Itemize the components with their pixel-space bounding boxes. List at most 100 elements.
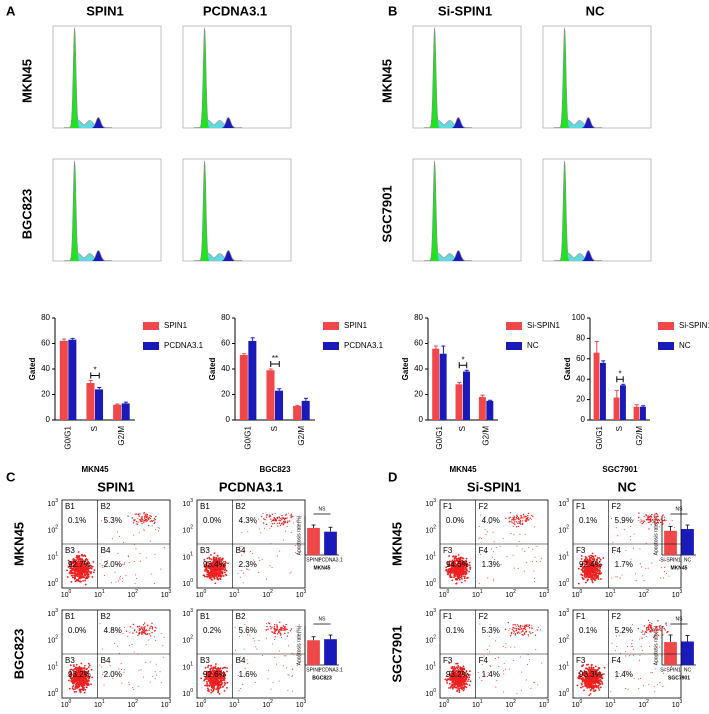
legend-label: Si-SPIN1	[679, 321, 709, 330]
dot	[211, 690, 214, 693]
dot	[641, 566, 643, 568]
x-tick-label: G0/G1	[595, 425, 604, 449]
dot	[450, 685, 453, 687]
dot	[266, 578, 268, 580]
dot	[140, 669, 142, 671]
dot	[660, 567, 662, 569]
dot	[581, 577, 584, 580]
dot	[509, 512, 512, 514]
dot	[599, 573, 601, 576]
dot	[508, 630, 510, 632]
dot	[663, 519, 666, 522]
tick-base: 10	[182, 581, 190, 588]
quadrant-name: F2	[479, 612, 489, 621]
dot	[514, 523, 516, 526]
dot	[527, 654, 529, 656]
x-tick-label: PCDNA3.1	[318, 557, 343, 563]
dot	[84, 569, 87, 572]
dot	[85, 682, 88, 685]
dot	[518, 522, 521, 524]
dot	[145, 518, 147, 521]
dot	[287, 689, 289, 691]
dot	[274, 639, 276, 641]
dot	[241, 531, 243, 533]
dot	[256, 648, 258, 650]
dot	[503, 673, 505, 675]
dot	[639, 548, 641, 550]
dot	[274, 653, 276, 655]
dot	[149, 633, 151, 635]
dot	[290, 516, 292, 518]
dot	[268, 622, 271, 625]
dot	[490, 548, 492, 550]
dot	[75, 682, 78, 685]
dot	[83, 691, 86, 694]
bar	[113, 404, 122, 420]
dot	[596, 570, 599, 573]
dot	[81, 683, 84, 686]
dot	[216, 578, 219, 580]
dot	[264, 527, 266, 529]
x-tick-label: G0/G1	[243, 425, 252, 449]
tick-exponent: 2	[55, 635, 58, 641]
dot	[224, 567, 227, 569]
dot	[651, 672, 653, 674]
cyan-fill	[565, 120, 587, 128]
dot	[143, 632, 145, 634]
dot	[138, 633, 140, 635]
dot	[524, 628, 527, 631]
dot	[513, 631, 515, 633]
dot	[502, 538, 504, 540]
dot	[206, 680, 208, 683]
dot	[635, 580, 637, 582]
dot	[210, 570, 213, 573]
dot	[223, 684, 226, 686]
row-label: MKN45	[19, 59, 34, 103]
dot	[160, 682, 162, 684]
dot	[115, 581, 117, 583]
tick-exponent: 3	[169, 589, 172, 595]
tick-base: 10	[572, 592, 580, 599]
axis-tick-label: 100	[439, 699, 450, 709]
dot	[138, 625, 141, 628]
dot	[645, 543, 647, 545]
dot	[515, 518, 518, 520]
dot	[645, 567, 647, 569]
dot	[668, 523, 670, 525]
dot	[276, 663, 278, 665]
quadrant-percent: 2.0%	[104, 670, 122, 679]
dot	[521, 671, 523, 673]
dot	[596, 556, 599, 559]
dot	[525, 519, 528, 521]
dot	[293, 522, 295, 524]
dot	[641, 631, 643, 633]
y-tick-label: 0	[226, 415, 231, 424]
dot	[597, 667, 600, 669]
axis-tick-label: 102	[182, 635, 193, 645]
row-label: BGC823	[11, 629, 26, 680]
dot	[465, 686, 468, 689]
legend-label: SPIN1	[164, 321, 188, 330]
quadrant-name: B4	[101, 656, 111, 665]
dot	[648, 683, 650, 685]
dot	[533, 577, 535, 579]
tick-base: 10	[161, 592, 169, 599]
dot	[223, 666, 225, 669]
tick-exponent: 0	[69, 589, 72, 595]
dot	[149, 540, 151, 542]
quadrant-name: F1	[576, 612, 586, 621]
dot	[276, 517, 279, 519]
y-axis-label: Gated	[401, 358, 410, 381]
dot	[668, 575, 670, 577]
x-tick-label: SPIN1	[306, 557, 321, 563]
dot	[84, 571, 86, 574]
dot	[292, 515, 294, 518]
y-tick-label: 80	[576, 334, 585, 343]
dot	[143, 627, 145, 630]
dot	[215, 558, 218, 561]
x-tick-label: SPIN1	[306, 667, 321, 673]
dot	[598, 569, 601, 572]
bar	[266, 370, 275, 420]
dot	[213, 560, 216, 563]
